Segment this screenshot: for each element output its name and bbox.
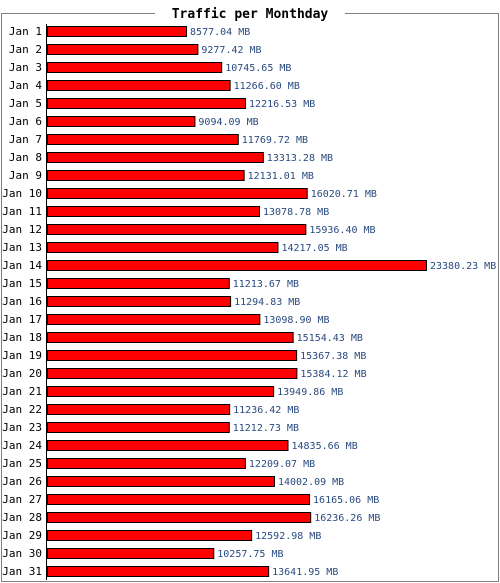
- traffic-bar: [47, 224, 307, 235]
- traffic-bar: [47, 116, 196, 127]
- value-label: 11213.67 MB: [233, 279, 299, 290]
- value-label: 15154.43 MB: [297, 333, 363, 344]
- category-label: Jan 24: [2, 439, 42, 452]
- value-label: 12592.98 MB: [255, 531, 321, 542]
- traffic-bar: [47, 440, 289, 451]
- value-label: 15936.40 MB: [309, 225, 375, 236]
- value-label: 13078.78 MB: [263, 207, 329, 218]
- traffic-bar: [47, 188, 308, 199]
- chart-title: Traffic per Monthday: [172, 7, 329, 22]
- traffic-bar: [47, 476, 275, 487]
- value-label: 12216.53 MB: [249, 99, 315, 110]
- value-label: 8577.04 MB: [190, 27, 250, 38]
- traffic-bar: [47, 530, 253, 541]
- traffic-bar: [47, 98, 247, 109]
- traffic-bar: [47, 566, 270, 577]
- category-label: Jan 2: [9, 43, 42, 56]
- traffic-bar: [47, 152, 264, 163]
- value-label: 16236.26 MB: [314, 513, 380, 524]
- category-label: Jan 28: [2, 511, 42, 524]
- value-label: 23380.23 MB: [430, 261, 496, 272]
- title-background: [155, 4, 345, 22]
- category-label: Jan 9: [9, 169, 42, 182]
- category-label: Jan 11: [2, 205, 42, 218]
- traffic-bar: [47, 260, 427, 271]
- category-label: Jan 17: [2, 313, 42, 326]
- value-label: 16165.06 MB: [313, 495, 379, 506]
- category-label: Jan 18: [2, 331, 42, 344]
- value-label: 9277.42 MB: [201, 45, 261, 56]
- value-label: 12209.07 MB: [249, 459, 315, 470]
- category-label: Jan 13: [2, 241, 42, 254]
- category-label: Jan 23: [2, 421, 42, 434]
- traffic-bar: [47, 422, 230, 433]
- traffic-bar: [47, 314, 261, 325]
- traffic-bar: [47, 134, 239, 145]
- value-label: 15367.38 MB: [300, 351, 366, 362]
- value-label: 13313.28 MB: [267, 153, 333, 164]
- category-label: Jan 4: [9, 79, 42, 92]
- value-label: 9094.09 MB: [198, 117, 258, 128]
- value-label: 15384.12 MB: [300, 369, 366, 380]
- category-label: Jan 29: [2, 529, 42, 542]
- traffic-bar: [47, 278, 230, 289]
- category-label: Jan 1: [9, 25, 42, 38]
- traffic-bar: [47, 206, 261, 217]
- category-label: Jan 14: [2, 259, 42, 272]
- category-label: Jan 8: [9, 151, 42, 164]
- value-label: 10257.75 MB: [217, 549, 283, 560]
- traffic-bar: [47, 296, 232, 307]
- traffic-bar: [47, 80, 231, 91]
- traffic-bar: [47, 458, 246, 469]
- value-label: 10745.65 MB: [225, 63, 291, 74]
- category-label: Jan 20: [2, 367, 42, 380]
- value-label: 16020.71 MB: [311, 189, 377, 200]
- traffic-bar: [47, 512, 312, 523]
- traffic-bar: [47, 368, 298, 379]
- traffic-bar: [47, 404, 231, 415]
- category-label: Jan 12: [2, 223, 42, 236]
- category-label: Jan 22: [2, 403, 42, 416]
- category-label: Jan 16: [2, 295, 42, 308]
- traffic-bar: [47, 170, 245, 181]
- category-label: Jan 15: [2, 277, 42, 290]
- category-label: Jan 19: [2, 349, 42, 362]
- value-label: 14217.05 MB: [281, 243, 347, 254]
- value-label: 14835.66 MB: [291, 441, 357, 452]
- traffic-bar: [47, 332, 294, 343]
- category-label: Jan 31: [2, 565, 42, 578]
- traffic-bar: [47, 44, 199, 55]
- value-label: 11236.42 MB: [233, 405, 299, 416]
- traffic-bar: [47, 350, 298, 361]
- traffic-bar: [47, 386, 275, 397]
- category-label: Jan 25: [2, 457, 42, 470]
- traffic-bar: [47, 548, 215, 559]
- category-label: Jan 3: [9, 61, 42, 74]
- bar-rows: Jan 1 8577.04 MB Jan 2 9277.42 MB Jan 3 10745…: [2, 25, 496, 578]
- value-label: 11769.72 MB: [242, 135, 308, 146]
- traffic-bar: [47, 62, 223, 73]
- category-label: Jan 30: [2, 547, 42, 560]
- traffic-bar: [47, 26, 188, 37]
- value-label: 13098.90 MB: [263, 315, 329, 326]
- value-label: 13949.86 MB: [277, 387, 343, 398]
- value-label: 11294.83 MB: [234, 297, 300, 308]
- category-label: Jan 21: [2, 385, 42, 398]
- value-label: 13641.95 MB: [272, 567, 338, 578]
- category-label: Jan 10: [2, 187, 42, 200]
- value-label: 12131.01 MB: [248, 171, 314, 182]
- traffic-bar: [47, 494, 311, 505]
- category-label: Jan 27: [2, 493, 42, 506]
- value-label: 11212.73 MB: [233, 423, 299, 434]
- category-label: Jan 5: [9, 97, 42, 110]
- category-label: Jan 6: [9, 115, 42, 128]
- value-label: 11266.60 MB: [234, 81, 300, 92]
- category-label: Jan 26: [2, 475, 42, 488]
- value-label: 14002.09 MB: [278, 477, 344, 488]
- category-label: Jan 7: [9, 133, 42, 146]
- traffic-bar: [47, 242, 279, 253]
